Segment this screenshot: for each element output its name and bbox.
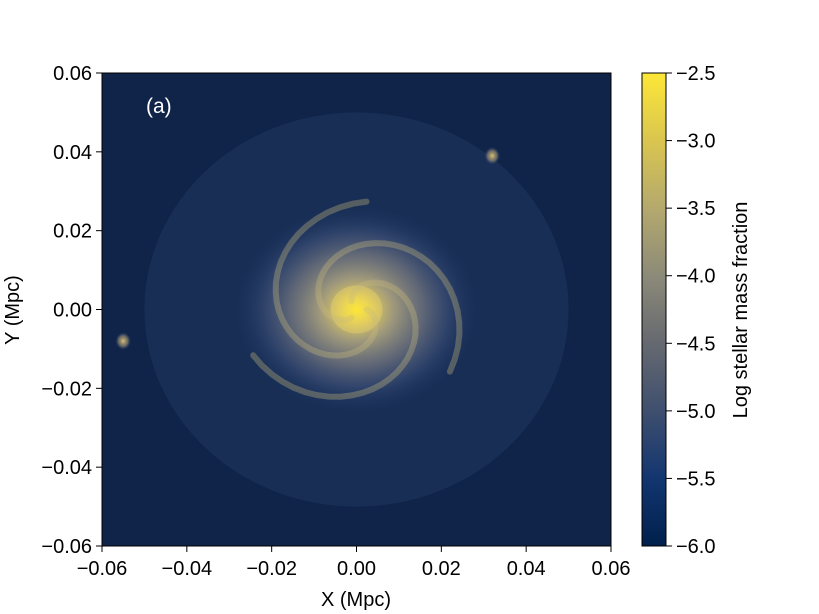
colorbar-tick-label: −4.0: [676, 266, 715, 288]
y-tick-label: −0.06: [41, 536, 92, 558]
spiral-arm: [315, 240, 463, 375]
y-tick-label: 0.00: [53, 300, 92, 322]
colorbar-tick-label: −2.5: [676, 63, 715, 85]
plot-area: (a): [101, 72, 612, 547]
x-tick-label: 0.02: [422, 558, 461, 580]
colorbar-tick-label: −5.5: [676, 468, 715, 490]
y-tick-label: 0.04: [53, 142, 92, 164]
y-axis-label: Y (Mpc): [2, 275, 24, 345]
x-tick-label: −0.04: [162, 558, 213, 580]
y-tick-label: 0.06: [53, 63, 92, 85]
x-tick-label: 0.06: [592, 558, 631, 580]
colorbar: −2.5 −3.0 −3.5 −4.0 −4.5 −5.0 −5.5 −6.0: [641, 63, 715, 558]
colorbar-label: Log stellar mass fraction: [730, 202, 752, 419]
colorbar-gradient: [641, 72, 667, 547]
x-tick-label: 0.00: [337, 558, 376, 580]
y-tick-label: 0.02: [53, 221, 92, 243]
y-tick-label: −0.04: [41, 457, 92, 479]
colorbar-tick-label: −5.0: [676, 401, 715, 423]
spiral-disk: [234, 206, 479, 413]
colorbar-tick-label: −3.5: [676, 198, 715, 220]
x-axis-label: X (Mpc): [321, 589, 391, 611]
spiral-arm: [272, 198, 379, 359]
x-axis: −0.06 −0.04 −0.02 0.00 0.02 0.04 0.06: [77, 546, 631, 580]
colorbar-tick-label: −3.0: [676, 131, 715, 153]
x-tick-label: 0.04: [507, 558, 546, 580]
y-tick-label: −0.02: [41, 378, 92, 400]
satellite-galaxy: [484, 146, 501, 165]
x-tick-label: −0.02: [246, 558, 297, 580]
satellite-galaxy: [115, 332, 132, 351]
panel-label: (a): [146, 95, 172, 118]
spiral-arm: [250, 279, 419, 400]
colorbar-tick-label: −4.5: [676, 333, 715, 355]
colorbar-tick-label: −6.0: [676, 536, 715, 558]
y-axis: 0.06 0.04 0.02 0.00 −0.02 −0.04 −0.06: [41, 63, 102, 558]
x-tick-label: −0.06: [77, 558, 128, 580]
